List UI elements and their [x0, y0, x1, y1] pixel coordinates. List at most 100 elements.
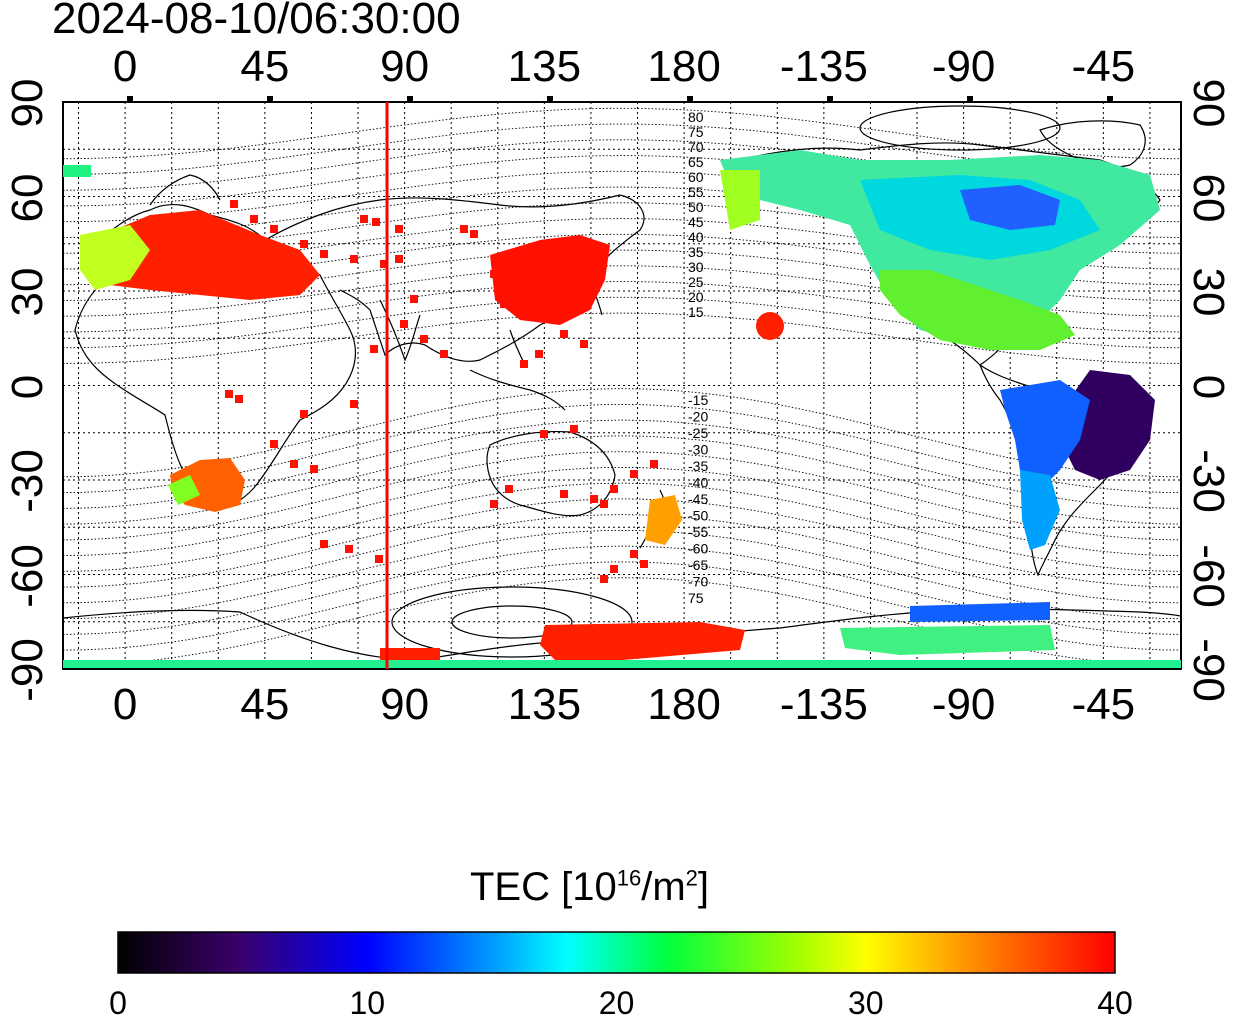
contour-label-south: -70 [688, 574, 708, 590]
magnetic-contour [63, 498, 1181, 588]
contour-label-north: 70 [688, 139, 704, 155]
tec-point [225, 390, 233, 398]
tec-point [345, 545, 353, 553]
colorbar-tick-1: 10 [349, 985, 386, 1021]
magnetic-contours [63, 107, 1181, 667]
tec-point [320, 540, 328, 548]
tec-point [372, 218, 380, 226]
contour-label-south: -60 [688, 541, 708, 557]
contour-label-south: -30 [688, 442, 708, 458]
tec-point [350, 400, 358, 408]
contour-label-south: -65 [688, 557, 708, 573]
magnetic-contour [63, 312, 1181, 364]
magnetic-contour [63, 514, 1181, 604]
top-lon-tick-1: 45 [240, 42, 290, 91]
magnetic-contour [63, 123, 1181, 175]
magnetic-contour [63, 577, 1181, 667]
magnetic-contour [63, 388, 1181, 478]
magnetic-contour [63, 435, 1181, 525]
tec-point [400, 320, 408, 328]
tec-point [610, 485, 618, 493]
bottom-lon-tick-4: 180 [647, 680, 721, 729]
tec-point [370, 345, 378, 353]
tec-region-hawaii [756, 312, 784, 340]
magnetic-contour [63, 529, 1181, 620]
tec-point [320, 250, 328, 258]
contour-label-north: 50 [688, 199, 704, 215]
tec-scatter-points [225, 200, 658, 583]
tec-point [580, 340, 588, 348]
tec-point [520, 360, 528, 368]
tec-region-europe [90, 210, 320, 300]
tec-point [640, 560, 648, 568]
tec-point [270, 440, 278, 448]
tec-point [505, 485, 513, 493]
magnetic-contour [63, 561, 1181, 651]
tec-point [350, 255, 358, 263]
tec-point [535, 350, 543, 358]
contour-label-south: -15 [688, 392, 708, 408]
tec-point [600, 500, 608, 508]
contour-label-north: 80 [688, 109, 704, 125]
frame-ticks [127, 96, 1113, 102]
tec-point [590, 495, 598, 503]
contour-label-south: -40 [688, 475, 708, 491]
bottom-lon-tick-3: 135 [507, 680, 582, 729]
tec-point [380, 260, 388, 268]
tec-point [490, 500, 498, 508]
top-lon-tick-0: 0 [112, 42, 138, 91]
bottom-lon-tick-5: -135 [779, 680, 868, 729]
top-lon-tick-7: -45 [1071, 42, 1136, 91]
magnetic-contour [63, 466, 1181, 557]
tec-point [460, 225, 468, 233]
colorbar-tick-3: 30 [847, 985, 884, 1021]
tec-point [420, 335, 428, 343]
tec-point [395, 225, 403, 233]
tec-region-antarctica-east [540, 622, 745, 662]
top-lon-tick-6: -90 [931, 42, 996, 91]
tec-point [570, 425, 578, 433]
tec-point [560, 330, 568, 338]
tec-point [610, 565, 618, 573]
contour-label-south: -20 [688, 409, 708, 425]
magnetic-contour [63, 296, 1181, 349]
contour-label-south: -25 [688, 425, 708, 441]
magnetic-contour [63, 107, 1181, 160]
contour-label-north: 30 [688, 259, 704, 275]
tec-point [410, 295, 418, 303]
contour-label-north: 40 [688, 229, 704, 245]
contour-label-south: -45 [688, 491, 708, 507]
tec-point [630, 470, 638, 478]
contour-label-north: 55 [688, 184, 704, 200]
bottom-lon-tick-7: -45 [1071, 680, 1136, 729]
bottom-lon-tick-1: 45 [240, 680, 290, 729]
tec-point [360, 215, 368, 223]
top-lon-tick-4: 180 [647, 42, 721, 91]
colorbar-tick-4: 40 [1097, 985, 1133, 1021]
magnetic-contour [63, 186, 1181, 238]
tec-point [440, 350, 448, 358]
contour-label-north: 20 [688, 289, 704, 305]
contour-label-south: 75 [688, 590, 704, 606]
tec-data [63, 150, 1181, 668]
contour-label-north: 65 [688, 154, 704, 170]
contour-label-north: 60 [688, 169, 704, 185]
magnetic-contour [63, 281, 1181, 333]
contour-label-north: 25 [688, 274, 704, 290]
magnetic-contour [63, 482, 1181, 572]
tec-point [300, 240, 308, 248]
contour-labels: 8075706560555045403530252015-15-20-25-30… [688, 109, 708, 606]
tec-point [250, 215, 258, 223]
magnetic-contour [63, 545, 1181, 635]
contour-label-south: -55 [688, 524, 708, 540]
magnetic-contour [63, 403, 1181, 494]
contour-label-north: 15 [688, 304, 704, 320]
colorbar-tick-0: 0 [109, 985, 127, 1021]
tec-point [470, 230, 478, 238]
tec-point [650, 460, 658, 468]
tec-point [235, 395, 243, 403]
tec-point [230, 200, 238, 208]
tec-point [600, 575, 608, 583]
bottom-lon-tick-6: -90 [931, 680, 996, 729]
